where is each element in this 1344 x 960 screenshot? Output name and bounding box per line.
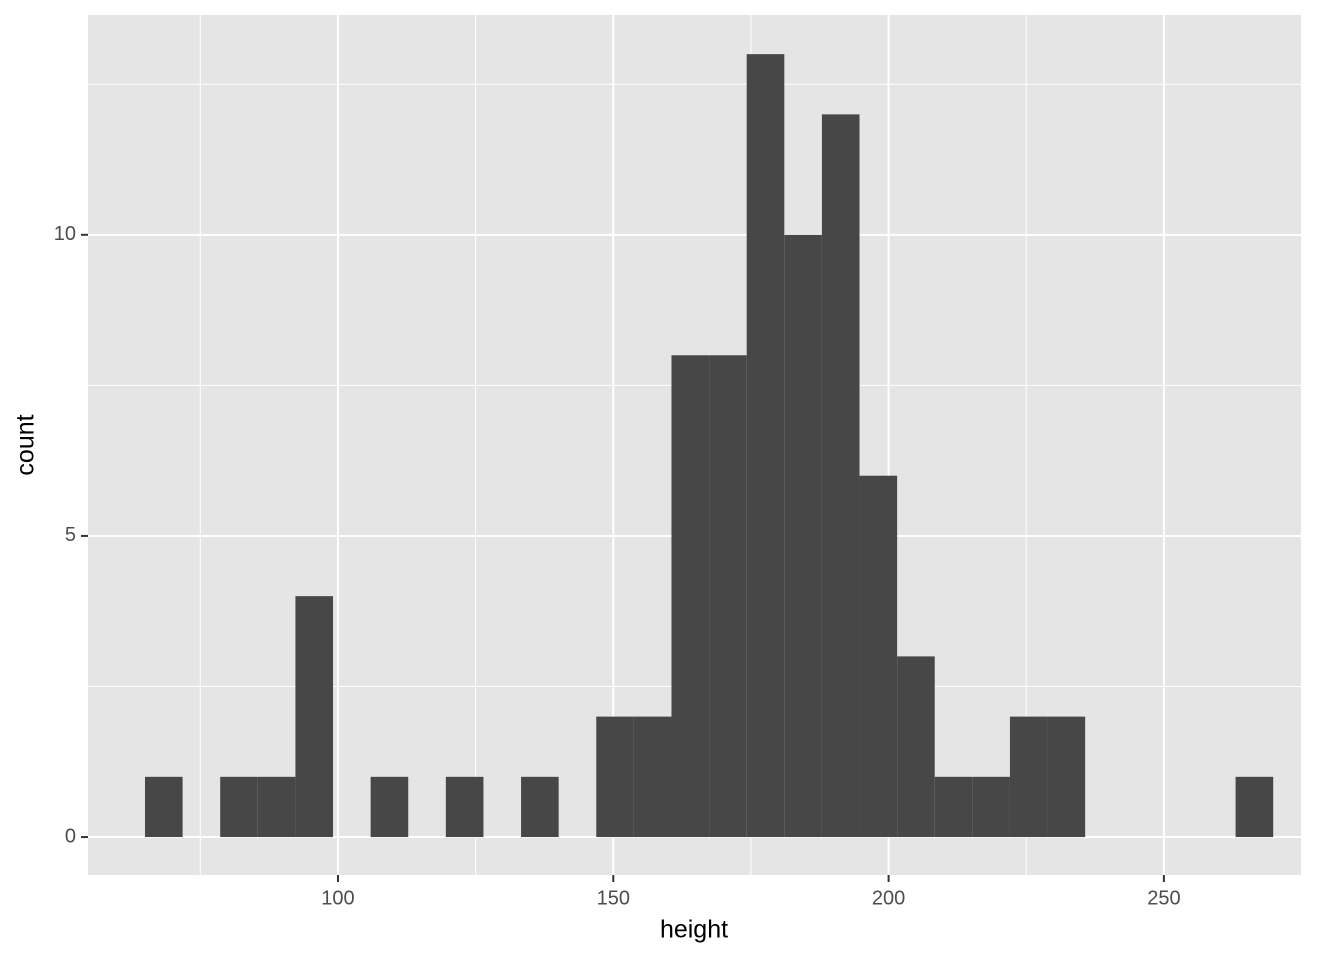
x-axis-title: height [660,916,728,944]
bar [1235,776,1274,838]
x-tick-label: 200 [872,887,905,909]
bar [859,475,898,838]
x-tick-label: 150 [597,887,630,909]
y-tick-label: 5 [65,524,76,546]
bar [445,776,484,838]
bar [671,355,710,838]
bar [220,776,258,838]
bar [596,716,634,838]
bar [821,114,860,838]
bar [521,776,559,838]
y-tick-label: 10 [54,223,76,245]
y-tick-label: 0 [65,825,76,847]
bar [1047,716,1086,838]
bar [709,355,747,838]
bar [897,656,935,838]
bar [633,716,672,838]
bar [746,54,785,838]
y-axis-title: count [12,414,40,475]
bar [934,776,973,838]
x-tick-label: 100 [321,887,354,909]
bar [784,234,822,838]
bar [972,776,1010,838]
bar [295,596,334,838]
bar [144,776,183,838]
x-tick-label: 250 [1147,887,1180,909]
bar [370,776,409,838]
bar [257,776,296,838]
bar [1009,716,1048,838]
